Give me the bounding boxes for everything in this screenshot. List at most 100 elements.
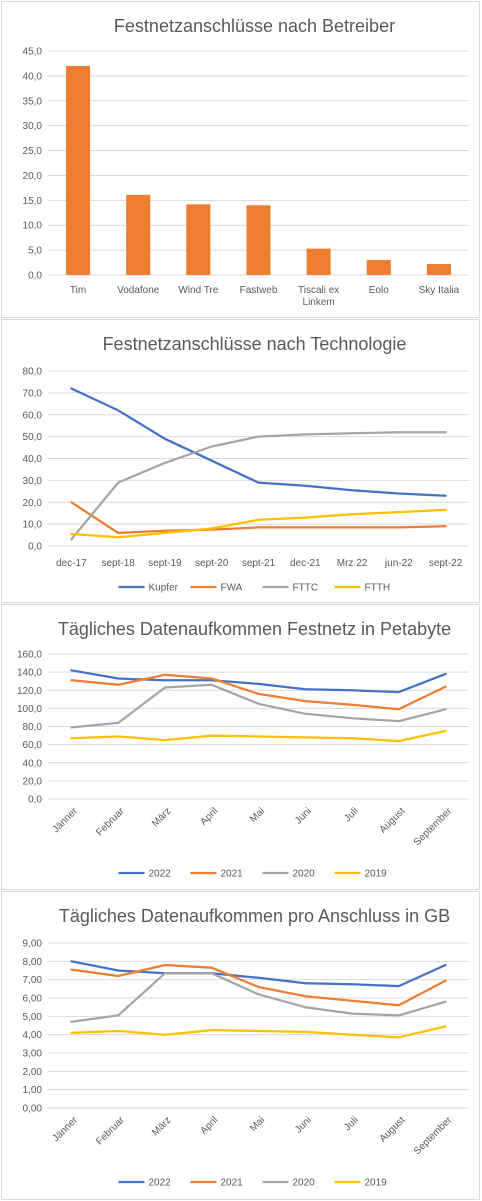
- x-tick-label: August: [378, 1115, 408, 1145]
- bar: [186, 204, 211, 275]
- y-tick-label: 5,0: [28, 246, 42, 257]
- x-tick-label: sept-21: [242, 558, 276, 569]
- y-tick-label: 80,0: [23, 367, 43, 378]
- y-tick-label: 0,00: [23, 1104, 43, 1115]
- series-line: [70, 673, 447, 711]
- x-tick-label: Jänner: [51, 805, 81, 835]
- y-tick-label: 6,00: [23, 994, 43, 1005]
- x-tick-label: März: [150, 806, 174, 830]
- x-tick-label: dec-17: [56, 558, 87, 569]
- y-tick-label: 10,0: [23, 221, 43, 232]
- y-tick-label: 30,0: [23, 476, 43, 487]
- bar: [426, 264, 451, 275]
- x-tick-label: Februar: [94, 1114, 127, 1147]
- series-line: [70, 683, 447, 729]
- legend-label: 2020: [293, 869, 316, 880]
- x-tick-label: März: [150, 1115, 174, 1139]
- x-tick-label: Eolo: [369, 285, 389, 296]
- bar: [306, 248, 331, 275]
- x-tick-label: sept-22: [429, 558, 463, 569]
- y-tick-label: 1,00: [23, 1085, 43, 1096]
- y-tick-label: 30,0: [23, 121, 43, 132]
- x-tick-label: Vodafone: [117, 285, 160, 296]
- y-tick-label: 10,0: [23, 520, 43, 531]
- x-tick-label: Februar: [94, 805, 127, 838]
- x-tick-label: dec-21: [290, 558, 321, 569]
- legend-label: 2022: [149, 869, 172, 880]
- y-tick-label: 0,0: [28, 542, 42, 553]
- x-tick-label: Mrz 22: [337, 558, 368, 569]
- chart-title: Tägliches Datenaufkommen Festnetz in Pet…: [58, 619, 451, 639]
- y-tick-label: 25,0: [23, 146, 43, 157]
- legend-label: FTTH: [365, 583, 391, 594]
- x-tick-label: April: [198, 806, 220, 828]
- y-tick-label: 40,0: [23, 758, 43, 769]
- y-tick-label: 50,0: [23, 432, 43, 443]
- series-line: [70, 669, 447, 694]
- y-tick-label: 20,0: [23, 171, 43, 182]
- bar: [366, 260, 391, 275]
- series-line: [70, 1025, 447, 1039]
- x-tick-label: sept-19: [148, 558, 182, 569]
- y-tick-label: 0,0: [28, 271, 42, 282]
- x-tick-label: Jänner: [51, 1114, 81, 1144]
- legend-label: Kupfer: [149, 583, 179, 594]
- x-tick-label: Mai: [248, 806, 267, 825]
- y-tick-label: 7,00: [23, 975, 43, 986]
- y-tick-label: 4,00: [23, 1030, 43, 1041]
- legend-label: 2022: [149, 1178, 172, 1189]
- legend-label: FWA: [221, 583, 243, 594]
- x-tick-label: Juni: [293, 1115, 314, 1136]
- chart-traffic-per-line-panel: Tägliches Datenaufkommen pro Anschluss i…: [1, 891, 480, 1200]
- series-line: [70, 501, 447, 535]
- bar: [246, 205, 271, 275]
- chart-title: Festnetzanschlüsse nach Technologie: [103, 334, 407, 354]
- y-tick-label: 35,0: [23, 96, 43, 107]
- y-tick-label: 100,0: [17, 704, 42, 715]
- legend-label: 2020: [293, 1178, 316, 1189]
- legend-label: 2019: [365, 869, 388, 880]
- operators-bar-chart: Festnetzanschlüsse nach Betreiber 0,0 5,0 1…: [23, 16, 469, 308]
- y-tick-label: 3,00: [23, 1049, 43, 1060]
- x-tick-label: Wind Tre: [178, 285, 218, 296]
- traffic-petabyte-line-chart: Tägliches Datenaufkommen Festnetz in Pet…: [17, 619, 469, 880]
- series-line: [70, 729, 447, 743]
- y-tick-label: 20,0: [23, 498, 43, 509]
- y-tick-label: 60,0: [23, 410, 43, 421]
- x-tick-label: sept-20: [195, 558, 229, 569]
- y-tick-label: 0,0: [28, 795, 42, 806]
- y-tick-label: 5,00: [23, 1012, 43, 1023]
- x-tick-label: Tiscali ex Linkem: [298, 285, 339, 308]
- x-tick-label: April: [198, 1115, 220, 1137]
- x-tick-label: Fastweb: [240, 285, 278, 296]
- x-tick-label: Sky Italia: [419, 285, 460, 296]
- chart-title: Tägliches Datenaufkommen pro Anschluss i…: [59, 906, 450, 926]
- x-tick-label: Juli: [342, 806, 360, 824]
- chart-traffic-petabyte-panel: Tägliches Datenaufkommen Festnetz in Pet…: [1, 604, 480, 890]
- y-tick-label: 40,0: [23, 71, 43, 82]
- x-tick-label: Tim: [70, 285, 86, 296]
- y-tick-label: 40,0: [23, 454, 43, 465]
- x-tick-label: Mai: [248, 1115, 267, 1134]
- series-line: [70, 508, 447, 539]
- x-tick-label: Juni: [293, 806, 314, 827]
- y-tick-label: 80,0: [23, 722, 43, 733]
- legend-label: 2021: [221, 1178, 244, 1189]
- chart-title: Festnetzanschlüsse nach Betreiber: [114, 16, 395, 36]
- series-line: [70, 963, 447, 1007]
- y-tick-label: 160,0: [17, 650, 42, 661]
- bar: [66, 65, 91, 275]
- traffic-per-line-line-chart: Tägliches Datenaufkommen pro Anschluss i…: [23, 906, 469, 1189]
- x-tick-label: September: [412, 805, 455, 848]
- technology-line-chart: Festnetzanschlüsse nach Technologie 0,0 10…: [23, 334, 469, 594]
- legend-label: 2019: [365, 1178, 388, 1189]
- y-tick-label: 45,0: [23, 47, 43, 58]
- chart-operators-panel: Festnetzanschlüsse nach Betreiber 0,0 5,0 1…: [1, 1, 480, 318]
- y-tick-label: 2,00: [23, 1067, 43, 1078]
- chart-technology-panel: Festnetzanschlüsse nach Technologie 0,0 10…: [1, 319, 480, 603]
- series-line: [70, 431, 447, 541]
- series-line: [70, 387, 447, 497]
- x-tick-label: August: [378, 806, 408, 836]
- y-tick-label: 9,00: [23, 939, 43, 950]
- legend-label: 2021: [221, 869, 244, 880]
